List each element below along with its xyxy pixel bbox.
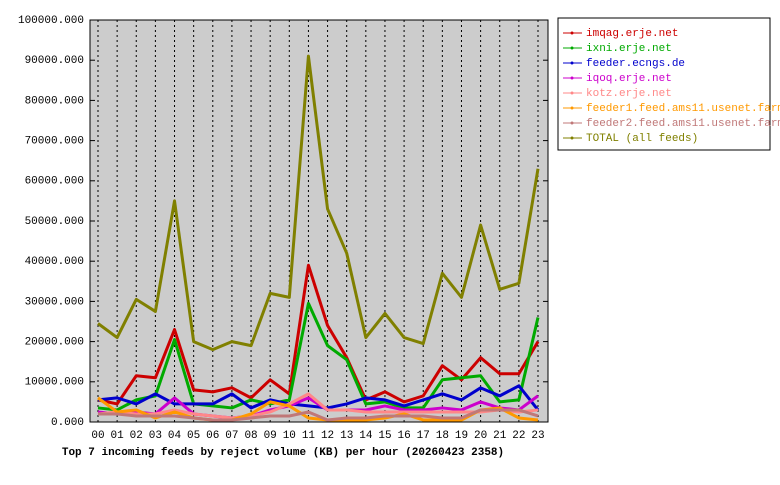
x-tick-label: 23 bbox=[531, 430, 544, 442]
chart-title: Top 7 incoming feeds by reject volume (K… bbox=[62, 447, 504, 459]
legend-dot bbox=[570, 136, 574, 140]
x-tick-label: 10 bbox=[283, 430, 296, 442]
legend-label: iqoq.erje.net bbox=[586, 73, 672, 85]
y-tick-label: 70000.000 bbox=[25, 136, 84, 148]
legend-box bbox=[557, 17, 771, 151]
x-tick-label: 20 bbox=[474, 430, 487, 442]
y-tick-label: 10000.000 bbox=[25, 377, 84, 389]
y-tick-label: 80000.000 bbox=[25, 95, 84, 107]
legend-label: feeder.ecngs.de bbox=[586, 58, 685, 70]
x-tick-label: 15 bbox=[378, 430, 391, 442]
series-line bbox=[97, 396, 539, 422]
y-tick-label: 30000.000 bbox=[25, 296, 84, 308]
series-line bbox=[97, 54, 540, 352]
legend-label: TOTAL (all feeds) bbox=[586, 133, 698, 145]
series-line bbox=[97, 301, 540, 412]
x-tick-label: 05 bbox=[187, 430, 200, 442]
x-tick-label: 06 bbox=[206, 430, 219, 442]
legend-dot bbox=[570, 46, 574, 50]
x-tick-label: 22 bbox=[512, 430, 525, 442]
y-tick-label: 60000.000 bbox=[25, 176, 84, 188]
x-tick-label: 17 bbox=[417, 430, 430, 442]
legend-dot bbox=[570, 31, 574, 35]
legend-label: feeder1.feed.ams11.usenet.farm bbox=[586, 103, 780, 115]
x-tick-label: 09 bbox=[264, 430, 277, 442]
x-tick-label: 19 bbox=[455, 430, 468, 442]
x-tick-label: 00 bbox=[91, 430, 104, 442]
x-tick-label: 13 bbox=[340, 430, 353, 442]
x-tick-label: 16 bbox=[397, 430, 410, 442]
y-tick-label: 100000.000 bbox=[18, 15, 84, 27]
x-tick-label: 12 bbox=[321, 430, 334, 442]
legend-label: feeder2.feed.ams11.usenet.farm bbox=[586, 118, 780, 130]
legend-label: ixni.erje.net bbox=[586, 43, 672, 55]
legend-dot bbox=[570, 121, 574, 125]
x-tick-label: 01 bbox=[111, 430, 125, 442]
legend-dot bbox=[570, 76, 574, 80]
plot-area bbox=[89, 19, 549, 423]
x-tick-label: 02 bbox=[130, 430, 143, 442]
legend-dot bbox=[570, 61, 574, 65]
legend-dot bbox=[570, 91, 574, 95]
y-tick-label: 50000.000 bbox=[25, 216, 84, 228]
x-tick-label: 04 bbox=[168, 430, 182, 442]
x-tick-label: 08 bbox=[244, 430, 257, 442]
legend-label: imqag.erje.net bbox=[586, 28, 678, 40]
y-tick-label: 90000.000 bbox=[25, 55, 84, 67]
x-tick-label: 18 bbox=[436, 430, 449, 442]
series-line bbox=[97, 394, 539, 420]
series-line bbox=[97, 392, 539, 420]
legend-label: kotz.erje.net bbox=[586, 88, 672, 100]
x-tick-label: 03 bbox=[149, 430, 162, 442]
series-line bbox=[98, 408, 539, 422]
legend-dot bbox=[570, 106, 574, 110]
y-tick-label: 20000.000 bbox=[25, 337, 84, 349]
x-tick-label: 14 bbox=[359, 430, 373, 442]
x-tick-label: 11 bbox=[302, 430, 316, 442]
x-tick-label: 21 bbox=[493, 430, 507, 442]
y-tick-label: 0.000 bbox=[51, 417, 84, 429]
x-tick-label: 07 bbox=[225, 430, 238, 442]
y-tick-label: 40000.000 bbox=[25, 256, 84, 268]
